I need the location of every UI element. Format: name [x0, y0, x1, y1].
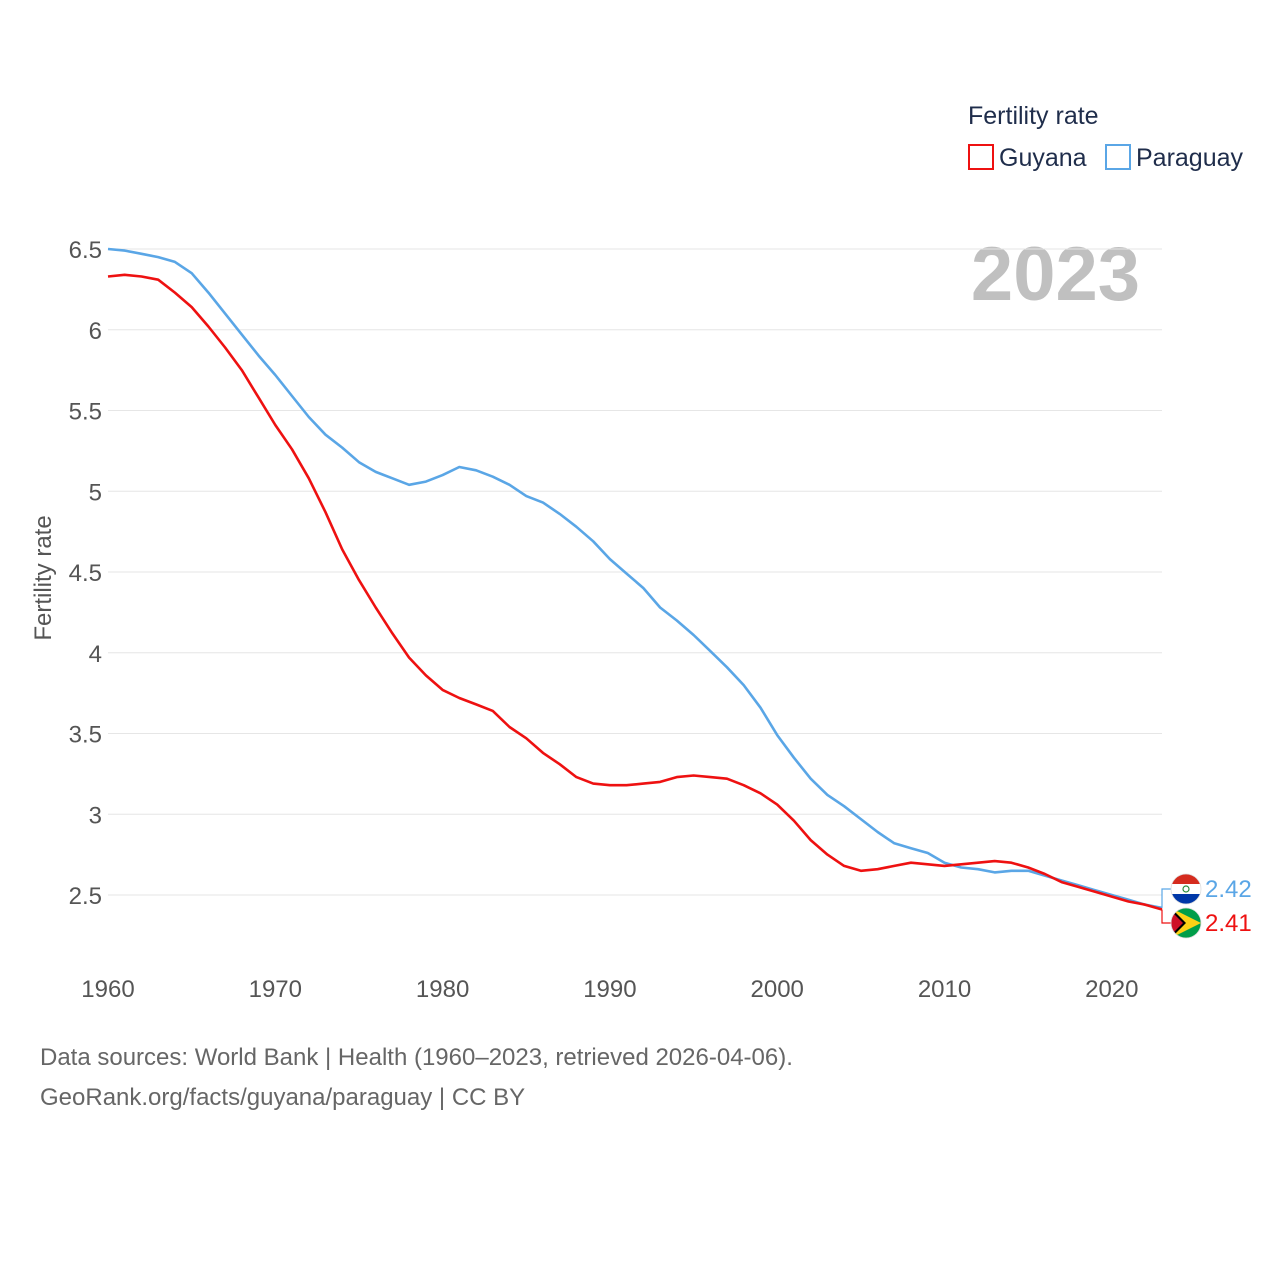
end-connector-paraguay [1161, 888, 1172, 908]
legend-label-paraguay: Paraguay [1136, 144, 1244, 172]
gridlines [108, 248, 1162, 896]
x-tick-label: 1990 [583, 976, 636, 1003]
legend-item-paraguay[interactable]: Paraguay [1105, 144, 1244, 172]
x-tick-label: 2000 [751, 976, 804, 1003]
y-tick-label: 5 [89, 479, 102, 506]
paraguay-flag-icon [1170, 873, 1202, 905]
y-tick-label: 2.5 [69, 883, 102, 910]
end-label-guyana: 2.41 [1205, 910, 1252, 937]
footer-credit[interactable]: GeoRank.org/facts/guyana/paraguay | CC B… [40, 1084, 526, 1111]
end-labels: 2.41 2.42 [1161, 873, 1252, 939]
line-chart: Fertility rate Guyana Paraguay 2023 Fert… [30, 102, 1252, 1003]
legend-item-guyana[interactable]: Guyana [968, 144, 1087, 172]
end-label-paraguay: 2.42 [1205, 876, 1252, 903]
series-lines [107, 247, 1163, 911]
series-line-paraguay[interactable] [107, 247, 1163, 910]
legend-swatch-guyana [968, 144, 994, 170]
y-tick-label: 5.5 [69, 399, 102, 426]
x-tick-label: 2010 [918, 976, 971, 1003]
series-line-guyana[interactable] [107, 273, 1163, 911]
footer-sources: Data sources: World Bank | Health (1960–… [40, 1044, 793, 1071]
y-axis: 2.5 3 3.5 4 4.5 5 5.5 6 6.5 [69, 237, 102, 910]
x-tick-label: 1970 [249, 976, 302, 1003]
legend-label-guyana: Guyana [999, 144, 1087, 172]
y-tick-label: 4 [89, 641, 102, 668]
x-tick-label: 1980 [416, 976, 469, 1003]
legend-title: Fertility rate [968, 102, 1099, 130]
y-tick-label: 3.5 [69, 722, 102, 749]
guyana-flag-icon [1170, 907, 1202, 939]
y-axis-title: Fertility rate [30, 515, 57, 640]
y-tick-label: 3 [89, 802, 102, 829]
x-tick-label: 2020 [1085, 976, 1138, 1003]
x-tick-label: 1960 [81, 976, 134, 1003]
end-connector-guyana [1161, 909, 1172, 924]
legend-swatch-paraguay [1105, 144, 1131, 170]
x-axis: 1960 1970 1980 1990 2000 2010 2020 [81, 976, 1138, 1003]
y-tick-label: 6.5 [69, 237, 102, 264]
y-tick-label: 6 [89, 318, 102, 345]
year-label: 2023 [971, 232, 1140, 317]
y-tick-label: 4.5 [69, 560, 102, 587]
